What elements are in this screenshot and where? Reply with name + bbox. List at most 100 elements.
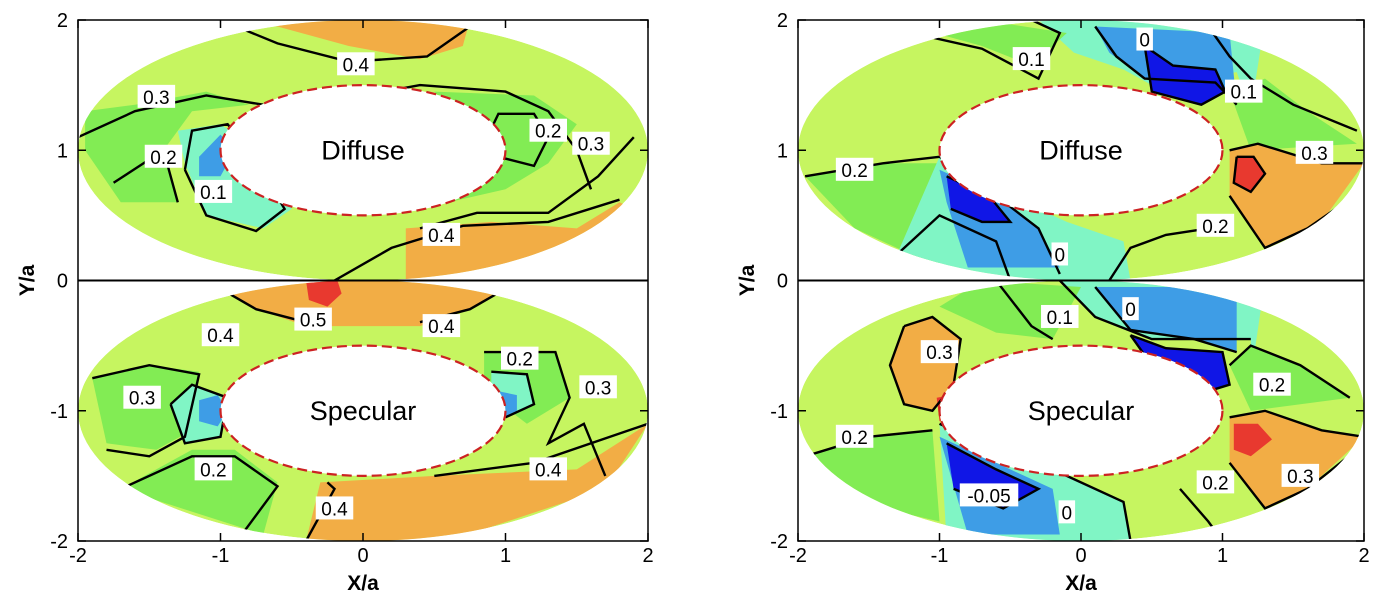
contour-label: 0.2	[200, 460, 226, 481]
contour-band	[213, 20, 470, 60]
hole-label: Diffuse	[321, 135, 405, 165]
y-tick-label: 0	[777, 271, 788, 293]
hole-label: Specular	[1028, 396, 1135, 426]
contour-band	[306, 280, 342, 307]
contour-label-bg	[529, 457, 567, 481]
contour-line	[995, 280, 1054, 341]
x-tick-label: -2	[789, 545, 807, 567]
contour-label: 0.4	[535, 460, 562, 481]
contour-label-bg	[501, 346, 539, 370]
contour-band	[1233, 423, 1272, 457]
contour-label: 0.4	[428, 317, 455, 338]
contour-label: 0.1	[1231, 83, 1257, 104]
contour-label-bg	[194, 457, 233, 481]
y-tick-label: 2	[777, 10, 788, 32]
contour-label: 0.2	[1202, 217, 1228, 238]
hole-boundary	[938, 344, 1224, 477]
contour-label-bg	[1224, 79, 1263, 103]
contour-line	[1058, 280, 1251, 341]
contour-label-bg	[315, 496, 354, 520]
contour-label: 0.2	[841, 428, 867, 449]
contour-label-bg	[123, 385, 161, 409]
contour-line	[333, 198, 620, 281]
contour-line	[1228, 344, 1351, 399]
hole-boundary	[219, 344, 507, 477]
x-tick-label: -1	[931, 545, 949, 567]
contour-label: 0.4	[428, 226, 455, 247]
contour-line	[1232, 155, 1267, 194]
contour-label-bg	[1041, 304, 1079, 328]
x-tick-label: 1	[1217, 545, 1228, 567]
contour-label: 0.3	[129, 389, 155, 410]
contour-label: 0	[1125, 300, 1136, 321]
contour-label: 0.4	[207, 326, 234, 347]
contour-line	[1207, 25, 1358, 132]
contour-line	[120, 455, 280, 536]
contour-label: 0	[1062, 503, 1073, 524]
contour-band	[306, 423, 648, 541]
contour-line	[1094, 286, 1238, 354]
contour-label-bg	[137, 84, 176, 108]
contour-label-bg	[920, 340, 959, 364]
y-tick-label: 1	[57, 140, 68, 162]
contour-line	[804, 155, 940, 178]
y-tick-label: -1	[770, 401, 788, 423]
hole-boundary	[938, 84, 1224, 217]
contour-label: 0.3	[1287, 467, 1313, 488]
x-tick-label: 1	[500, 545, 511, 567]
contour-label: 0.4	[321, 499, 348, 520]
contour-label-bg	[1051, 242, 1069, 266]
panel-right: Diffuse 0.1 0 0.1 0.2 0.3 0.2 0 Specular 0.1 0 0.3 0…	[736, 10, 1370, 595]
contour-label-bg	[1295, 140, 1334, 164]
y-tick-label: 0	[57, 271, 68, 293]
contour-label-bg	[572, 131, 610, 155]
contour-label-bg	[1196, 213, 1235, 237]
y-axis-label: Y/a	[736, 264, 759, 296]
contour-label: 0.3	[578, 135, 604, 156]
contour-band	[405, 202, 634, 281]
contour-label-bg	[144, 144, 183, 168]
contour-label-bg	[835, 424, 874, 448]
contour-label: 0.3	[1301, 144, 1327, 165]
y-tick-label: -2	[50, 531, 68, 553]
contour-label-bg	[1253, 372, 1291, 396]
contour-label-bg	[1122, 297, 1139, 321]
contour-label: 0.3	[585, 378, 611, 399]
hole-label: Specular	[310, 396, 417, 426]
contour-label: 0.3	[926, 343, 952, 364]
y-tick-label: -1	[50, 401, 68, 423]
contour-line	[92, 363, 201, 458]
x-tick-label: 2	[642, 545, 653, 567]
hole-label: Diffuse	[1039, 135, 1123, 165]
contour-label-bg	[337, 52, 375, 76]
contour-label: -0.05	[967, 486, 1010, 507]
contour-label: 0.2	[1202, 473, 1228, 494]
contour-label: 0.1	[1047, 308, 1073, 329]
x-axis-label: X/a	[1065, 572, 1097, 595]
contour-line	[304, 481, 337, 542]
contour-label: 0.2	[150, 148, 176, 169]
contour-label: 0.3	[143, 88, 169, 109]
contour-label: 0.5	[300, 311, 326, 332]
contour-label-bg	[201, 323, 240, 347]
contour-line	[491, 370, 536, 419]
x-tick-label: 2	[1358, 545, 1369, 567]
contour-label: 0.2	[841, 161, 867, 182]
contour-label-bg	[194, 179, 233, 203]
contour-label-bg	[959, 483, 1019, 507]
contour-label-bg	[422, 222, 461, 246]
contour-label: 0.4	[343, 55, 370, 76]
contour-band	[946, 176, 1011, 222]
contour-label: 0	[1139, 31, 1150, 52]
x-tick-label: 0	[1075, 545, 1086, 567]
contour-label: 0.1	[1018, 50, 1044, 71]
contour-line	[1108, 227, 1209, 281]
panel-left: Diffuse 0.4 0.3 0.2 0.1 0.2 0.3 0.4 Specular 0.5 0…	[16, 10, 654, 595]
contour-line	[419, 136, 635, 230]
contour-line	[882, 20, 1062, 81]
contour-label-bg	[1012, 47, 1051, 71]
contour-line	[1094, 25, 1238, 106]
contour-label-bg	[579, 375, 617, 399]
contour-line	[896, 213, 1012, 281]
